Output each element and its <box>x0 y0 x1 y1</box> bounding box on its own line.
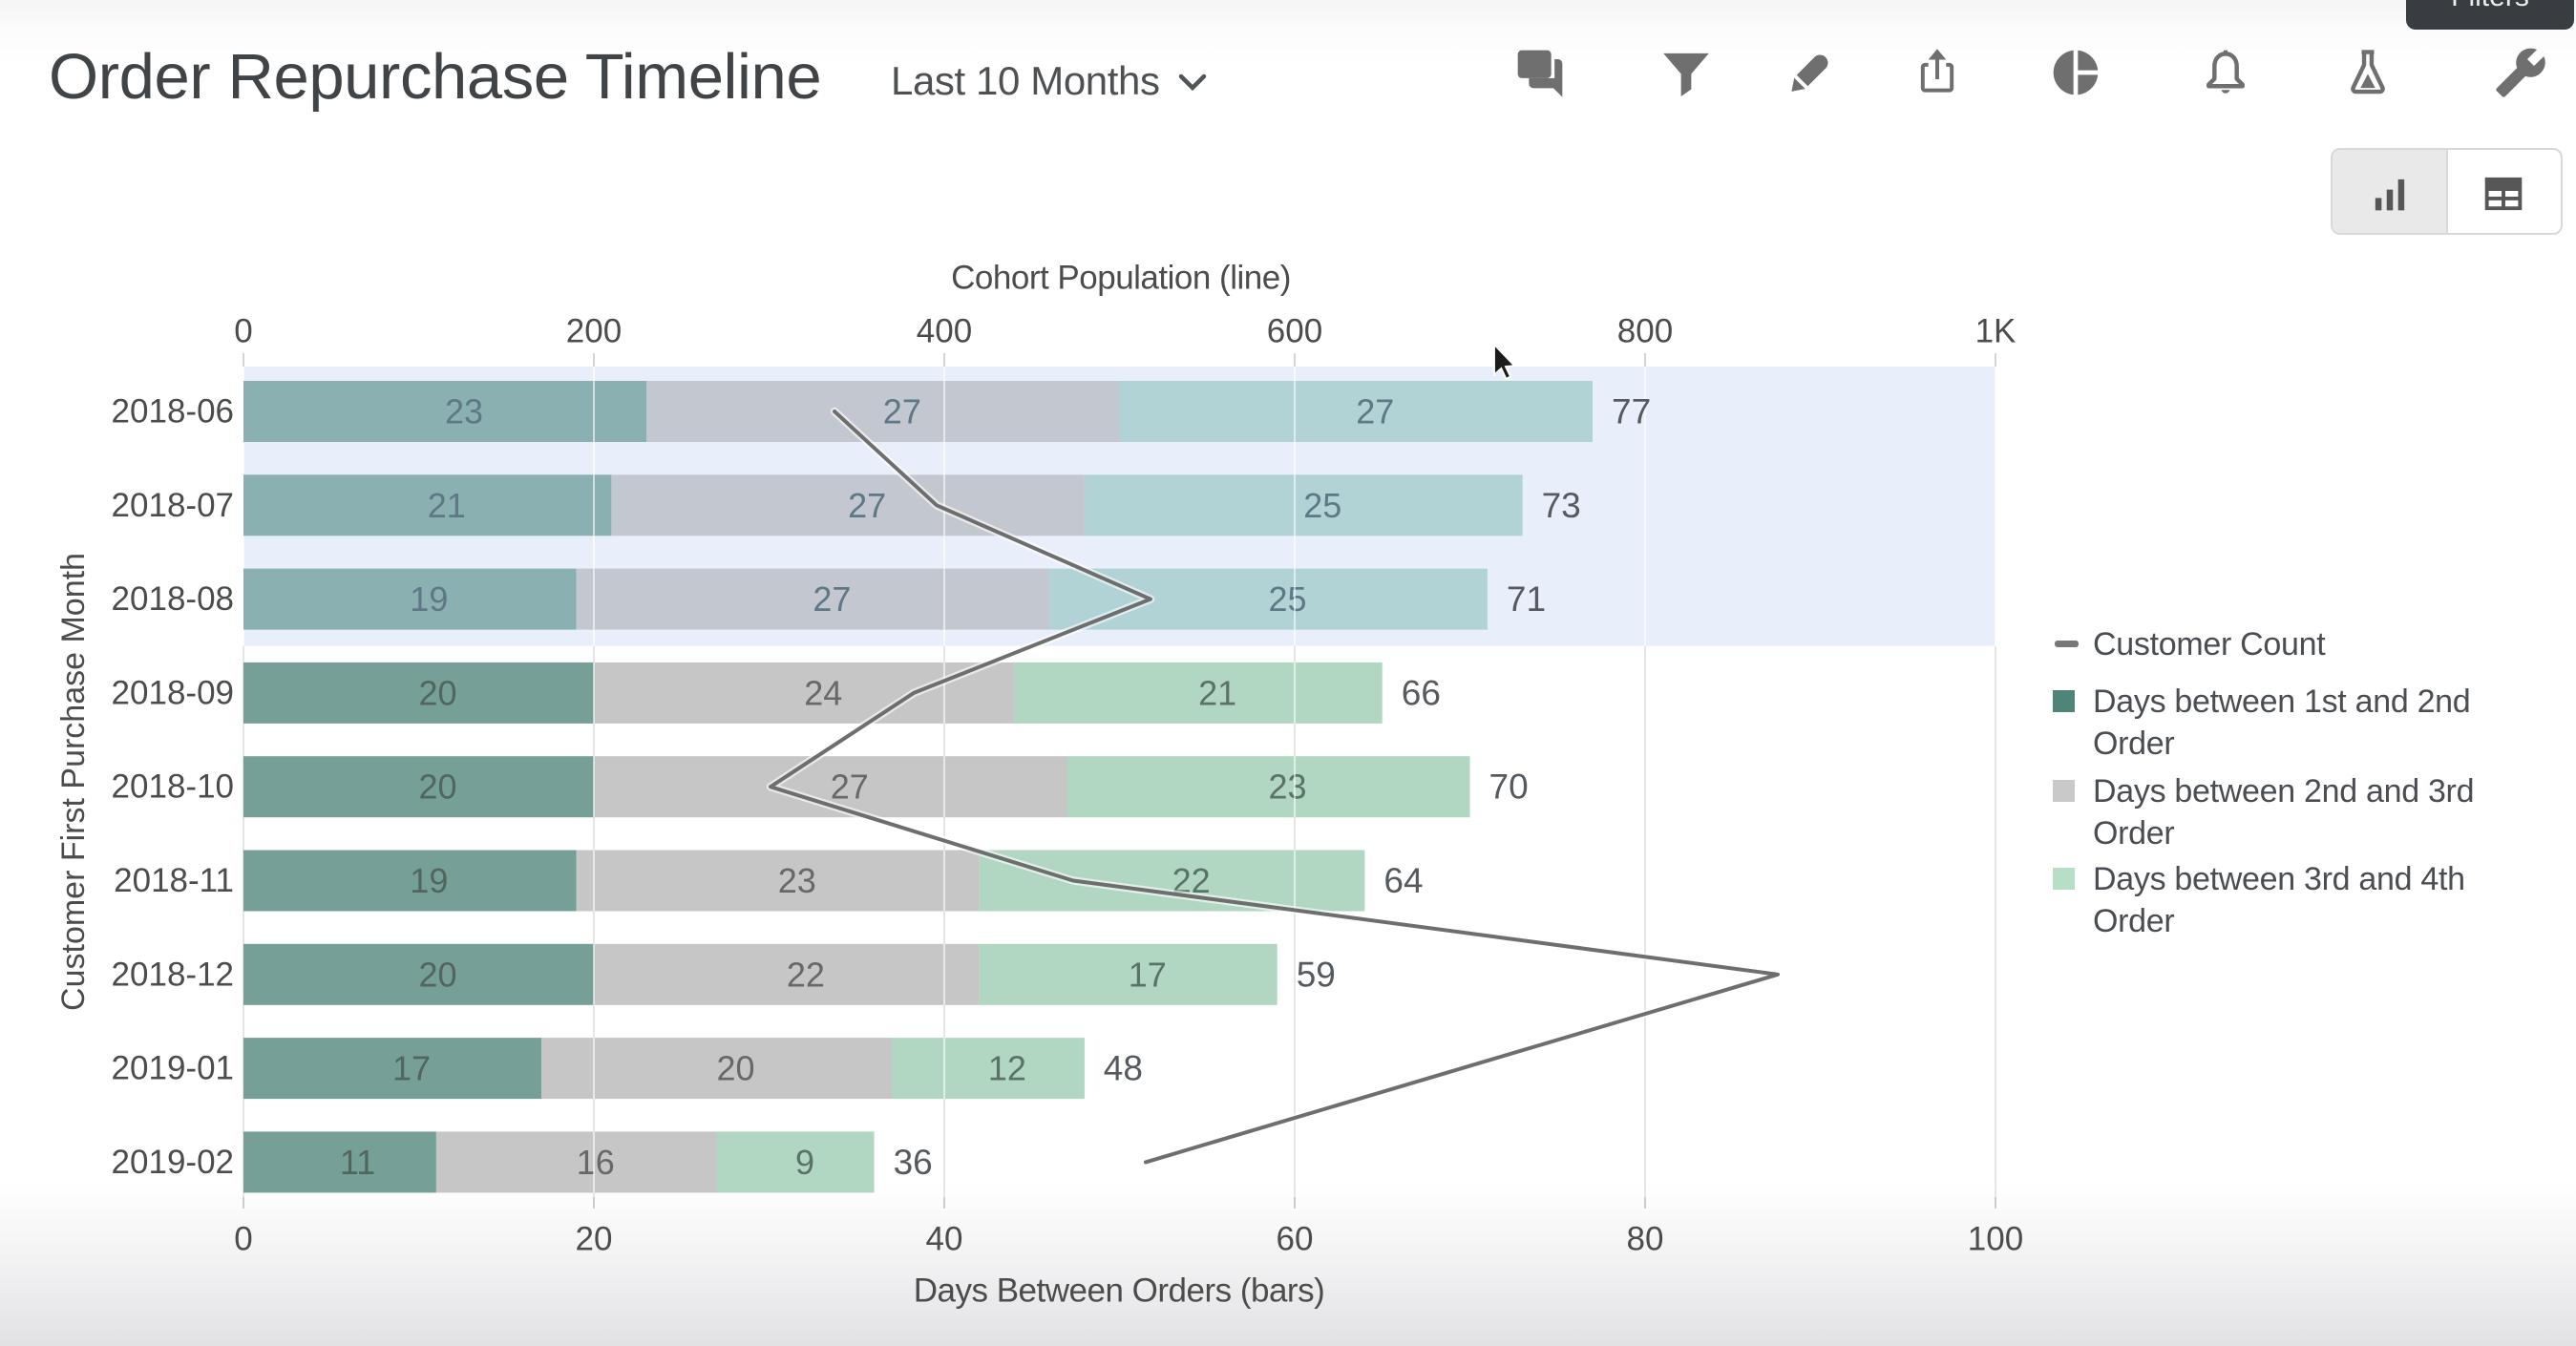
svg-text:Order: Order <box>2093 726 2174 762</box>
svg-text:100: 100 <box>1968 1221 2023 1258</box>
svg-text:Customer Count: Customer Count <box>2093 626 2326 662</box>
svg-text:21: 21 <box>428 486 466 525</box>
svg-text:400: 400 <box>917 313 972 350</box>
svg-text:20: 20 <box>717 1049 755 1088</box>
svg-text:27: 27 <box>848 486 886 525</box>
svg-text:23: 23 <box>778 861 816 900</box>
svg-text:12: 12 <box>988 1049 1026 1088</box>
svg-text:21: 21 <box>1198 673 1236 712</box>
svg-text:59: 59 <box>1297 955 1336 994</box>
svg-text:200: 200 <box>566 313 622 350</box>
svg-text:20: 20 <box>576 1221 613 1258</box>
svg-text:27: 27 <box>883 392 921 431</box>
svg-text:25: 25 <box>1303 486 1341 525</box>
svg-text:600: 600 <box>1267 313 1322 350</box>
svg-text:19: 19 <box>410 579 448 619</box>
svg-text:60: 60 <box>1277 1221 1314 1258</box>
svg-text:66: 66 <box>1402 673 1441 712</box>
svg-text:80: 80 <box>1627 1221 1664 1258</box>
svg-text:17: 17 <box>392 1049 431 1088</box>
svg-text:800: 800 <box>1617 313 1673 350</box>
svg-text:2018-08: 2018-08 <box>112 580 234 618</box>
svg-text:64: 64 <box>1383 861 1423 900</box>
svg-text:1K: 1K <box>1975 313 2016 350</box>
svg-text:0: 0 <box>234 313 252 350</box>
svg-text:2018-11: 2018-11 <box>114 862 234 899</box>
svg-text:20: 20 <box>419 955 457 994</box>
svg-text:77: 77 <box>1612 392 1651 431</box>
svg-text:27: 27 <box>1356 392 1394 431</box>
svg-text:Customer First Purchase Month: Customer First Purchase Month <box>55 553 92 1011</box>
svg-text:0: 0 <box>234 1221 252 1258</box>
svg-text:16: 16 <box>577 1143 615 1182</box>
svg-text:2018-10: 2018-10 <box>112 768 234 806</box>
svg-text:27: 27 <box>813 579 851 619</box>
svg-text:20: 20 <box>419 768 457 807</box>
svg-text:Days Between Orders (bars): Days Between Orders (bars) <box>914 1272 1324 1310</box>
svg-text:40: 40 <box>926 1221 963 1258</box>
svg-text:73: 73 <box>1542 486 1581 525</box>
svg-text:Cohort Population (line): Cohort Population (line) <box>951 260 1291 297</box>
svg-text:2019-01: 2019-01 <box>112 1050 234 1087</box>
svg-text:27: 27 <box>831 768 869 807</box>
svg-text:Order: Order <box>2093 815 2174 852</box>
svg-text:2019-02: 2019-02 <box>112 1144 234 1181</box>
svg-text:11: 11 <box>340 1143 375 1182</box>
svg-text:25: 25 <box>1269 579 1307 619</box>
svg-text:22: 22 <box>787 955 825 994</box>
svg-text:17: 17 <box>1129 955 1167 994</box>
svg-text:Days between 1st and 2nd: Days between 1st and 2nd <box>2093 684 2470 720</box>
svg-text:2018-12: 2018-12 <box>112 956 234 993</box>
svg-text:20: 20 <box>419 673 457 712</box>
svg-text:Days between 3rd and 4th: Days between 3rd and 4th <box>2093 861 2465 897</box>
svg-text:23: 23 <box>445 392 483 431</box>
svg-text:Days between 2nd and 3rd: Days between 2nd and 3rd <box>2093 773 2474 810</box>
svg-text:24: 24 <box>804 673 842 712</box>
svg-text:36: 36 <box>894 1143 933 1182</box>
svg-text:19: 19 <box>410 861 448 900</box>
svg-text:71: 71 <box>1507 579 1546 619</box>
svg-text:2018-06: 2018-06 <box>112 393 234 431</box>
svg-text:2018-09: 2018-09 <box>112 674 234 711</box>
svg-text:2018-07: 2018-07 <box>112 487 234 524</box>
svg-text:48: 48 <box>1104 1049 1143 1088</box>
svg-text:9: 9 <box>795 1143 814 1182</box>
svg-text:Order: Order <box>2093 903 2174 939</box>
svg-text:23: 23 <box>1269 768 1307 807</box>
svg-text:70: 70 <box>1489 768 1529 807</box>
